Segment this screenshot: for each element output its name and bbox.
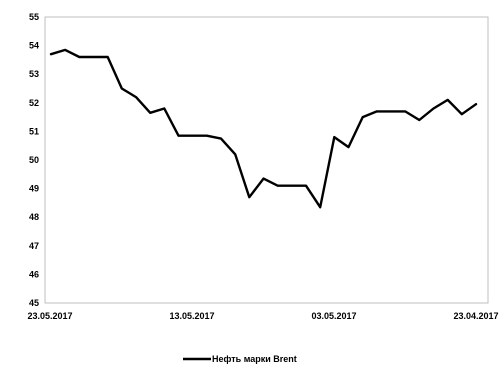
x-tick-label: 23.05.2017: [27, 311, 72, 321]
x-tick-label: 13.05.2017: [169, 311, 214, 321]
plot-area: [44, 16, 489, 304]
y-tick-label: 45: [29, 298, 39, 308]
y-tick-label: 55: [29, 12, 39, 22]
y-tick-label: 46: [29, 269, 39, 279]
y-tick-label: 52: [29, 98, 39, 108]
series-line-brent: [49, 48, 478, 209]
y-axis-ticks: 45 46 47 48 49 50 51 52 53 54 55: [29, 12, 39, 308]
legend-label: Нефть марки Brent: [212, 354, 297, 364]
legend: Нефть марки Brent: [183, 354, 297, 364]
y-tick-label: 50: [29, 155, 39, 165]
y-tick-label: 53: [29, 69, 39, 79]
y-tick-label: 47: [29, 241, 39, 251]
y-tick-label: 54: [29, 41, 39, 51]
x-axis-ticks: 23.05.2017 13.05.2017 03.05.2017 23.04.2017: [27, 311, 498, 321]
x-tick-label: 23.04.2017: [453, 311, 498, 321]
x-tick-label: 03.05.2017: [311, 311, 356, 321]
y-tick-label: 49: [29, 184, 39, 194]
y-tick-label: 48: [29, 212, 39, 222]
y-tick-label: 51: [29, 126, 39, 136]
